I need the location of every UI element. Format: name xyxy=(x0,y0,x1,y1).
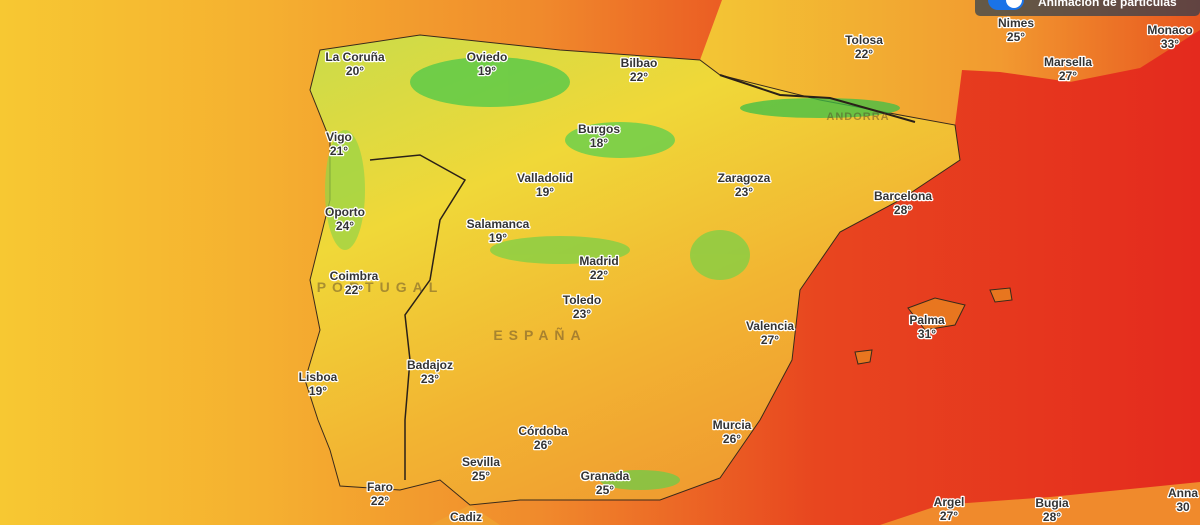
city-name: Barcelona xyxy=(874,189,932,203)
morocco xyxy=(430,505,500,525)
city-name: Sevilla xyxy=(462,455,500,469)
city-name: Badajoz xyxy=(407,358,453,372)
city-name: Lisboa xyxy=(299,370,338,384)
city-name: Valladolid xyxy=(517,171,573,185)
green-relief xyxy=(325,57,900,490)
relief xyxy=(325,130,365,250)
pyrenees-border xyxy=(719,74,916,123)
portugal-border xyxy=(369,154,467,480)
city-temp: 22° xyxy=(371,494,389,508)
city-temp: 27° xyxy=(1059,69,1077,83)
city-temp: 22° xyxy=(345,283,363,297)
relief xyxy=(410,57,570,107)
mallorca xyxy=(907,297,966,331)
city-temp: 28° xyxy=(1043,510,1061,524)
relief xyxy=(565,122,675,158)
city-name: La Coruña xyxy=(325,50,385,64)
city-name: Oviedo xyxy=(467,50,508,64)
city-name: Cadiz xyxy=(450,510,482,524)
city-name: Salamanca xyxy=(467,217,530,231)
city-name: Bilbao xyxy=(621,56,658,70)
city-name: Argel xyxy=(934,495,965,509)
toggle-label: Animación de partículas xyxy=(1038,0,1177,9)
city-name: Madrid xyxy=(579,254,618,268)
city-name: Granada xyxy=(581,469,630,483)
city-name: Vigo xyxy=(326,130,352,144)
city-name: Monaco xyxy=(1147,23,1192,37)
relief xyxy=(740,98,900,118)
city-temp: 22° xyxy=(855,47,873,61)
city-name: Faro xyxy=(367,480,393,494)
city-name: Burgos xyxy=(578,122,620,136)
city-temp: 27° xyxy=(761,333,779,347)
city-temp: 25° xyxy=(1007,30,1025,44)
city-temp: 30 xyxy=(1176,500,1190,514)
region-label: ANDORRA xyxy=(826,111,889,123)
city-name: Anna xyxy=(1168,486,1198,500)
city-name: Córdoba xyxy=(518,424,568,438)
city-temp: 24° xyxy=(336,219,354,233)
city-temp: 21° xyxy=(330,144,348,158)
city-name: Palma xyxy=(909,313,945,327)
toggle-panel xyxy=(975,0,1200,16)
city-temp: 22° xyxy=(590,268,608,282)
city-name: Coimbra xyxy=(330,269,379,283)
menorca xyxy=(989,287,1013,303)
city-temp: 20° xyxy=(346,64,364,78)
city-temp: 25° xyxy=(472,469,490,483)
city-temp: 22° xyxy=(630,70,648,84)
city-temp: 23° xyxy=(573,307,591,321)
city-temp: 31° xyxy=(918,327,936,341)
city-temp: 27° xyxy=(940,509,958,523)
city-name: Valencia xyxy=(746,319,794,333)
city-name: Oporto xyxy=(325,205,365,219)
city-name: Nimes xyxy=(998,16,1034,30)
toggle-knob[interactable] xyxy=(1006,0,1022,8)
city-temp: 19° xyxy=(478,64,496,78)
city-temp: 25° xyxy=(596,483,614,497)
city-name: Murcia xyxy=(713,418,752,432)
city-temp: 19° xyxy=(489,231,507,245)
region-label: PORTUGAL xyxy=(317,279,444,295)
city-name: Marsella xyxy=(1044,55,1092,69)
africa xyxy=(880,482,1200,525)
city-name: Bugia xyxy=(1035,496,1069,510)
france xyxy=(700,0,1200,125)
city-temp: 23° xyxy=(421,372,439,386)
city-temp: 28° xyxy=(894,203,912,217)
city-temp: 23° xyxy=(735,185,753,199)
city-name: Toledo xyxy=(563,293,601,307)
city-temp: 26° xyxy=(723,432,741,446)
city-temp: 26° xyxy=(534,438,552,452)
relief xyxy=(490,236,630,264)
city-temp: 33° xyxy=(1161,37,1179,51)
region-label: ESPAÑA xyxy=(493,326,586,343)
relief xyxy=(690,230,750,280)
city-temp: 19° xyxy=(536,185,554,199)
city-temp: 18° xyxy=(590,136,608,150)
city-temp: 19° xyxy=(309,384,327,398)
city-name: Zaragoza xyxy=(718,171,771,185)
city-name: Tolosa xyxy=(845,33,883,47)
relief xyxy=(600,470,680,490)
ibiza xyxy=(854,349,873,365)
